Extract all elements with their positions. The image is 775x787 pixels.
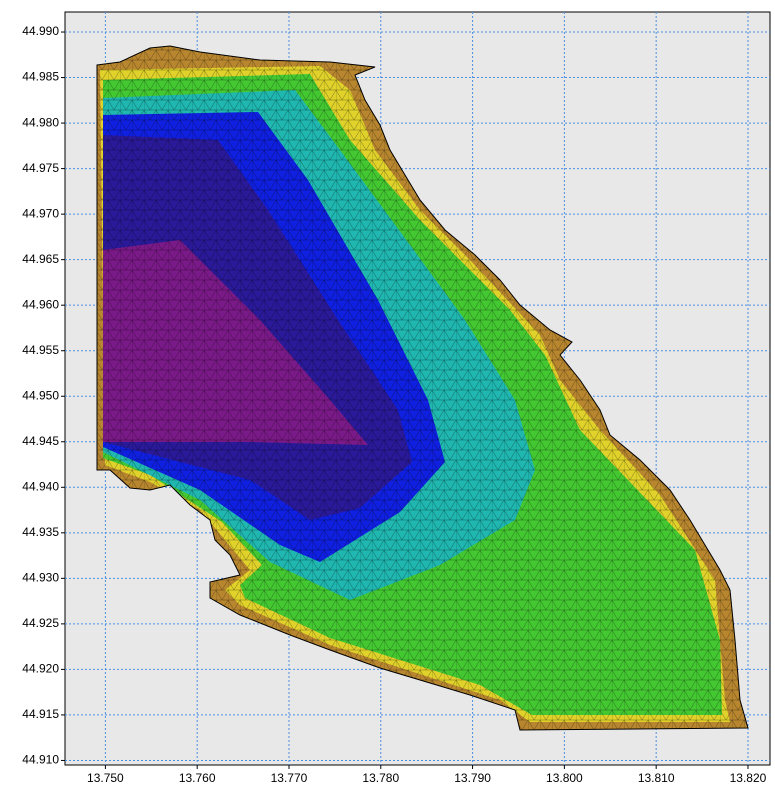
y-tick-label: 44.970: [22, 206, 59, 220]
y-tick-label: 44.990: [22, 24, 59, 38]
y-tick-label: 44.980: [22, 115, 59, 129]
y-tick-label: 44.960: [22, 297, 59, 311]
y-tick-label: 44.955: [22, 343, 59, 357]
x-tick-label: 13.770: [271, 771, 308, 785]
y-tick-label: 44.965: [22, 252, 59, 266]
y-tick-label: 44.930: [22, 571, 59, 585]
y-tick-label: 44.910: [22, 753, 59, 767]
y-tick-label: 44.915: [22, 707, 59, 721]
x-tick-label: 13.820: [730, 771, 767, 785]
mesh: [97, 46, 748, 730]
x-tick-label: 13.800: [546, 771, 583, 785]
y-tick-label: 44.945: [22, 434, 59, 448]
y-tick-label: 44.950: [22, 388, 59, 402]
x-tick-label: 13.750: [87, 771, 124, 785]
y-tick-label: 44.920: [22, 662, 59, 676]
x-tick-label: 13.790: [454, 771, 491, 785]
y-tick-label: 44.940: [22, 479, 59, 493]
x-tick-label: 13.760: [179, 771, 216, 785]
mesh-outline: [96, 45, 749, 731]
y-tick-label: 44.925: [22, 616, 59, 630]
y-tick-label: 44.935: [22, 525, 59, 539]
x-tick-label: 13.780: [362, 771, 399, 785]
x-tick-label: 13.810: [638, 771, 675, 785]
y-tick-label: 44.975: [22, 161, 59, 175]
y-tick-label: 44.985: [22, 70, 59, 84]
